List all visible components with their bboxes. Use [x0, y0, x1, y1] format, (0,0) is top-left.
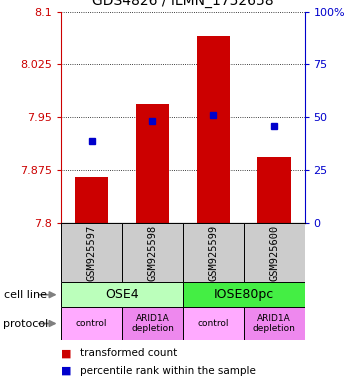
Text: ARID1A
depletion: ARID1A depletion [253, 314, 295, 333]
Text: transformed count: transformed count [80, 348, 178, 358]
Bar [244, 223, 304, 282]
Bar [197, 36, 230, 223]
Text: ARID1A
depletion: ARID1A depletion [131, 314, 174, 333]
Bar [183, 223, 244, 282]
Bar [136, 104, 169, 223]
Bar [61, 223, 122, 282]
Text: GSM925600: GSM925600 [269, 224, 279, 281]
Text: percentile rank within the sample: percentile rank within the sample [80, 366, 256, 376]
Text: GSM925598: GSM925598 [147, 224, 158, 281]
Bar [122, 307, 183, 340]
Bar [183, 307, 244, 340]
Text: OSE4: OSE4 [105, 288, 139, 301]
Bar [122, 223, 183, 282]
Text: control: control [76, 319, 107, 328]
Text: ■: ■ [61, 348, 72, 358]
Text: control: control [197, 319, 229, 328]
Bar [183, 282, 304, 307]
Text: IOSE80pc: IOSE80pc [214, 288, 274, 301]
Bar [257, 157, 291, 223]
Bar [61, 307, 122, 340]
Text: GSM925599: GSM925599 [208, 224, 218, 281]
Text: GSM925597: GSM925597 [87, 224, 97, 281]
Bar [244, 307, 304, 340]
Text: ■: ■ [61, 366, 72, 376]
Bar [61, 282, 183, 307]
Title: GDS4826 / ILMN_1752658: GDS4826 / ILMN_1752658 [92, 0, 274, 8]
Text: protocol: protocol [4, 318, 49, 329]
Text: cell line: cell line [4, 290, 47, 300]
Bar [75, 177, 108, 223]
